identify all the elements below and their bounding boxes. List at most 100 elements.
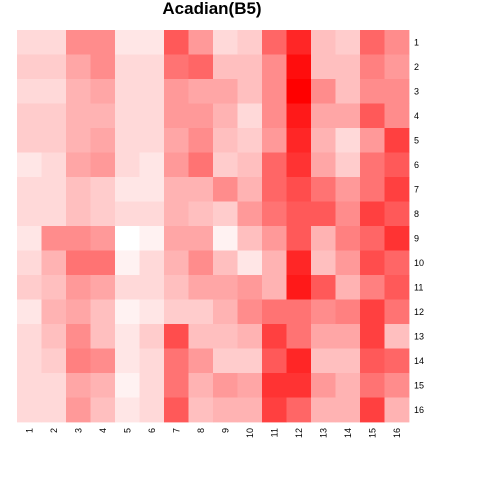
heatmap-cell-r13-c12 xyxy=(286,324,312,349)
row-tick-label: 11 xyxy=(414,282,423,292)
heatmap-cell-r5-c2 xyxy=(41,128,67,153)
heatmap-cell-r1-c10 xyxy=(237,30,263,55)
heatmap-cell-r3-c1 xyxy=(17,79,42,104)
heatmap-cell-r15-c10 xyxy=(237,373,263,398)
heatmap-cell-r16-c8 xyxy=(188,397,214,423)
heatmap-cell-r6-c5 xyxy=(115,152,140,178)
heatmap-cell-r14-c1 xyxy=(17,348,42,374)
heatmap-cell-r14-c5 xyxy=(115,348,140,374)
row-tick-label: 6 xyxy=(414,160,419,170)
heatmap-cell-r5-c16 xyxy=(384,128,410,153)
col-tick-label: 5 xyxy=(122,428,132,433)
heatmap-cell-r5-c8 xyxy=(188,128,214,153)
heatmap-cell-r4-c8 xyxy=(188,103,214,129)
heatmap-cell-r13-c6 xyxy=(139,324,165,349)
heatmap-cell-r10-c13 xyxy=(311,250,336,276)
heatmap-cell-r4-c6 xyxy=(139,103,165,129)
heatmap-cell-r14-c7 xyxy=(164,348,189,374)
heatmap-cell-r1-c8 xyxy=(188,30,214,55)
heatmap-cell-r5-c7 xyxy=(164,128,189,153)
col-tick-label: 2 xyxy=(49,428,59,433)
heatmap-cell-r15-c8 xyxy=(188,373,214,398)
heatmap-cell-r9-c5 xyxy=(115,226,140,251)
heatmap-cell-r4-c5 xyxy=(115,103,140,129)
heatmap-cell-r5-c10 xyxy=(237,128,263,153)
heatmap-cell-r16-c7 xyxy=(164,397,189,423)
heatmap-cell-r3-c4 xyxy=(90,79,116,104)
heatmap-cell-r1-c4 xyxy=(90,30,116,55)
heatmap-cell-r7-c9 xyxy=(213,177,238,202)
heatmap-cell-r16-c3 xyxy=(66,397,91,423)
heatmap-cell-r5-c1 xyxy=(17,128,42,153)
heatmap-cell-r7-c10 xyxy=(237,177,263,202)
heatmap-cell-r3-c13 xyxy=(311,79,336,104)
heatmap-cell-r2-c11 xyxy=(262,54,287,80)
heatmap-cell-r4-c14 xyxy=(335,103,361,129)
heatmap-cell-r1-c13 xyxy=(311,30,336,55)
row-tick-label: 2 xyxy=(414,62,419,72)
col-tick-labels: 1 2 3 4 5 6 7 8 9 10 11 12 13 14 15 16 xyxy=(24,428,402,438)
heatmap-cell-r12-c3 xyxy=(66,299,91,325)
heatmap-cell-r2-c12 xyxy=(286,54,312,80)
heatmap-cell-r14-c9 xyxy=(213,348,238,374)
heatmap-cell-r6-c11 xyxy=(262,152,287,178)
heatmap-cell-r3-c9 xyxy=(213,79,238,104)
heatmap-cell-r12-c9 xyxy=(213,299,238,325)
row-tick-label: 5 xyxy=(414,135,419,145)
heatmap-cell-r7-c13 xyxy=(311,177,336,202)
heatmap-cell-r4-c7 xyxy=(164,103,189,129)
col-tick-label: 3 xyxy=(73,428,83,433)
row-tick-label: 16 xyxy=(414,405,424,415)
heatmap-cell-r10-c14 xyxy=(335,250,361,276)
heatmap-cell-r7-c15 xyxy=(360,177,385,202)
heatmap-cell-r8-c11 xyxy=(262,201,287,227)
heatmap-cell-r2-c1 xyxy=(17,54,42,80)
heatmap-cell-r10-c15 xyxy=(360,250,385,276)
heatmap-cell-r8-c14 xyxy=(335,201,361,227)
heatmap-cell-r3-c6 xyxy=(139,79,165,104)
heatmap-cell-r10-c3 xyxy=(66,250,91,276)
heatmap-cell-r9-c4 xyxy=(90,226,116,251)
heatmap-cell-r2-c10 xyxy=(237,54,263,80)
heatmap-cell-r3-c14 xyxy=(335,79,361,104)
heatmap-cell-r3-c2 xyxy=(41,79,67,104)
heatmap-cell-r10-c4 xyxy=(90,250,116,276)
heatmap-cell-r4-c1 xyxy=(17,103,42,129)
heatmap-cell-r9-c15 xyxy=(360,226,385,251)
heatmap-cells xyxy=(17,30,410,423)
heatmap-cell-r15-c12 xyxy=(286,373,312,398)
col-tick-label: 4 xyxy=(98,428,108,433)
heatmap-cell-r11-c15 xyxy=(360,275,385,300)
heatmap-cell-r10-c1 xyxy=(17,250,42,276)
heatmap-cell-r2-c3 xyxy=(66,54,91,80)
heatmap-cell-r8-c8 xyxy=(188,201,214,227)
heatmap-cell-r2-c14 xyxy=(335,54,361,80)
heatmap-cell-r1-c15 xyxy=(360,30,385,55)
heatmap-cell-r15-c11 xyxy=(262,373,287,398)
heatmap-cell-r12-c13 xyxy=(311,299,336,325)
heatmap-cell-r3-c10 xyxy=(237,79,263,104)
heatmap-cell-r1-c3 xyxy=(66,30,91,55)
heatmap-cell-r7-c2 xyxy=(41,177,67,202)
heatmap-cell-r4-c4 xyxy=(90,103,116,129)
heatmap-cell-r1-c7 xyxy=(164,30,189,55)
heatmap-cell-r15-c1 xyxy=(17,373,42,398)
heatmap-cell-r14-c12 xyxy=(286,348,312,374)
heatmap-cell-r14-c2 xyxy=(41,348,67,374)
heatmap-cell-r11-c4 xyxy=(90,275,116,300)
heatmap-cell-r10-c7 xyxy=(164,250,189,276)
heatmap-cell-r1-c11 xyxy=(262,30,287,55)
heatmap-cell-r2-c4 xyxy=(90,54,116,80)
heatmap-cell-r14-c10 xyxy=(237,348,263,374)
heatmap-cell-r16-c11 xyxy=(262,397,287,423)
heatmap-cell-r8-c12 xyxy=(286,201,312,227)
heatmap-cell-r16-c2 xyxy=(41,397,67,423)
heatmap-cell-r13-c14 xyxy=(335,324,361,349)
heatmap-cell-r10-c12 xyxy=(286,250,312,276)
heatmap-cell-r10-c8 xyxy=(188,250,214,276)
row-tick-label: 13 xyxy=(414,331,424,341)
heatmap-cell-r14-c16 xyxy=(384,348,410,374)
heatmap-cell-r2-c7 xyxy=(164,54,189,80)
heatmap-cell-r13-c9 xyxy=(213,324,238,349)
heatmap-cell-r12-c14 xyxy=(335,299,361,325)
